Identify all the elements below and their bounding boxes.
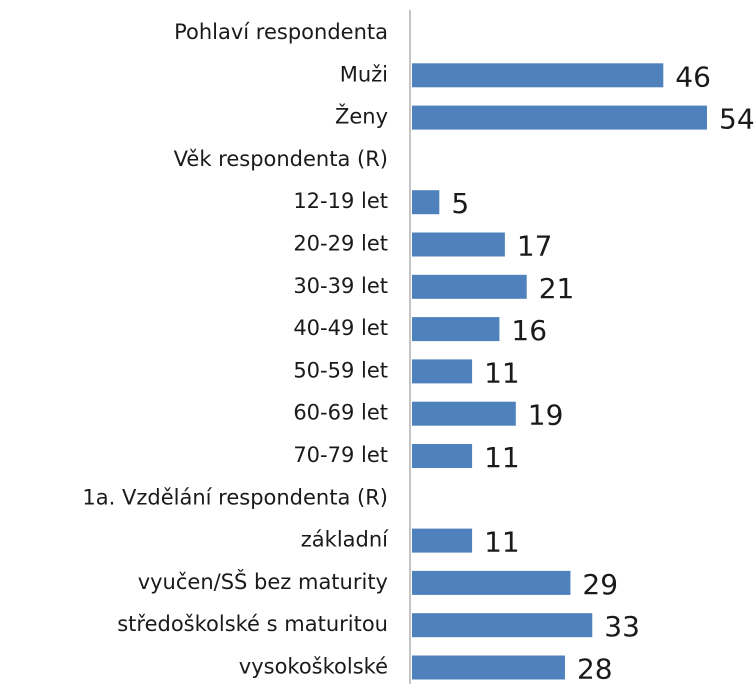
category-label: středoškolské s maturitou [117,612,388,636]
category-label: vyučen/SŠ bez maturity [138,569,388,594]
category-label: 40-49 let [293,316,388,340]
bar [412,613,593,638]
bar [412,190,440,215]
category-label: Muži [340,62,388,86]
value-label: 17 [517,230,553,263]
category-label: vysokoškolské [239,655,388,679]
category-label: 70-79 let [293,443,388,467]
category-label: 30-39 let [293,274,388,298]
category-label: Pohlaví respondenta [174,20,388,44]
category-label: 1a. Vzdělání respondenta (R) [82,485,388,509]
category-label: Ženy [335,104,388,129]
value-label: 11 [484,356,520,389]
category-label: 12-19 let [293,189,388,213]
value-label: 19 [528,399,564,432]
value-label: 5 [451,187,469,220]
bar [412,63,664,88]
bar [412,570,571,595]
bar [412,528,473,553]
bar [412,317,500,342]
category-label: 50-59 let [293,358,388,382]
value-label: 28 [577,653,613,684]
bar [412,401,516,426]
bar [412,444,473,468]
value-label: 11 [484,441,520,474]
bar [412,232,505,257]
category-label: 60-69 let [293,401,388,425]
category-label: Věk respondenta (R) [174,147,388,171]
value-label: 21 [539,272,575,305]
category-label: 20-29 let [293,232,388,256]
bar [412,359,473,384]
value-label: 11 [484,526,520,559]
value-label: 33 [604,610,640,643]
value-label: 46 [675,60,711,93]
bar [412,105,707,130]
value-label: 16 [511,314,547,347]
category-label: základní [301,528,389,552]
value-label: 29 [582,568,618,601]
bar [412,655,565,680]
bar [412,274,527,299]
value-label: 54 [719,103,755,136]
